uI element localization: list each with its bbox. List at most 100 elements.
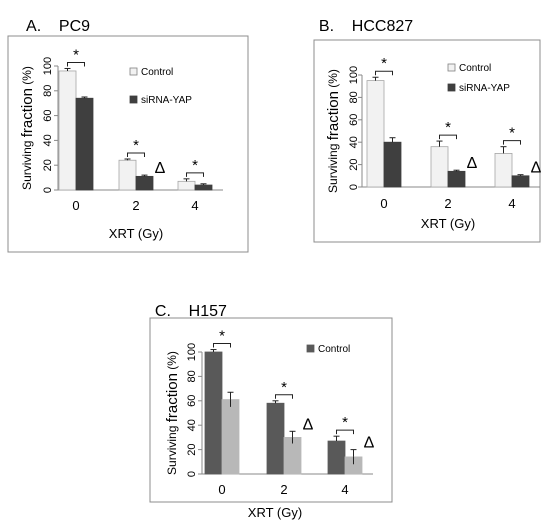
panel-b-bar bbox=[430, 146, 449, 188]
panel-a-y-tick-label: 60 bbox=[42, 109, 54, 121]
panel-a-y-label-part: fraction bbox=[19, 88, 36, 137]
panel-c-significance-star: * bbox=[342, 414, 348, 431]
panel-c-y-tick-label: 60 bbox=[186, 395, 198, 407]
panel-b-y-label-part: fraction bbox=[325, 91, 342, 140]
panel-b-significance-bracket bbox=[439, 134, 457, 140]
panel-c-significance-bracket bbox=[275, 394, 293, 399]
panel-a-y-tick-label: 40 bbox=[42, 134, 54, 146]
panel-c-y-tick-label: 0 bbox=[186, 471, 198, 477]
panel-a-significance-bracket bbox=[127, 152, 145, 157]
panel-c-bar bbox=[221, 399, 240, 475]
panel-b-delta-marker: Δ bbox=[467, 155, 478, 172]
panel-c-x-tick-label: 0 bbox=[218, 482, 225, 497]
panel-c-significance-bracket bbox=[336, 429, 354, 435]
panel-b-legend-label: Control bbox=[459, 63, 491, 74]
panel-c-legend-swatch bbox=[306, 344, 315, 353]
panel-a-x-label: XRT (Gy) bbox=[109, 226, 163, 241]
panel-c-name: H157 bbox=[188, 303, 227, 320]
panel-b-letter: B. bbox=[318, 18, 335, 35]
panel-c-letter: C. bbox=[154, 303, 171, 320]
panel-c-x-tick-label: 2 bbox=[280, 482, 287, 497]
panel-b-y-tick-label: 0 bbox=[348, 184, 360, 190]
panel-a-y-tick-label: 80 bbox=[42, 85, 54, 97]
panel-b-bar bbox=[494, 152, 513, 188]
panel-b-y-label-part: Surviving bbox=[326, 140, 340, 193]
panel-c-x-label: XRT (Gy) bbox=[248, 505, 302, 520]
panel-c-frame bbox=[149, 317, 393, 503]
panel-b-title: B. HCC827 bbox=[310, 0, 413, 36]
panel-a-frame bbox=[7, 35, 249, 253]
panel-a-letter: A. bbox=[26, 18, 42, 35]
panel-c-y-tick-label: 100 bbox=[186, 343, 198, 361]
panel-b-y-tick-label: 20 bbox=[348, 158, 360, 170]
panel-b-bar bbox=[366, 80, 385, 188]
panel-c-y-tick-label: 80 bbox=[186, 370, 198, 382]
panel-b-name: HCC827 bbox=[351, 18, 414, 35]
panel-c-y-label: Surviving fraction (%) bbox=[164, 351, 181, 475]
panel-c-significance-star: * bbox=[281, 379, 287, 396]
panel-b-legend-swatch bbox=[447, 63, 456, 72]
panel-b-delta-marker: Δ bbox=[531, 160, 542, 177]
panel-c-legend-label: Control bbox=[318, 344, 350, 355]
panel-b-significance-star: * bbox=[381, 55, 387, 72]
panel-c-delta-marker: Δ bbox=[364, 435, 375, 452]
panel-b-y-label-part: (%) bbox=[326, 69, 340, 91]
panel-b-y-label: Surviving fraction (%) bbox=[325, 69, 342, 193]
panel-a-x-tick-label: 2 bbox=[132, 198, 139, 213]
panel-a-legend-label: siRNA-YAP bbox=[141, 95, 192, 106]
panel-c-bar bbox=[204, 351, 223, 475]
panel-a-legend-swatch bbox=[129, 67, 138, 76]
panel-a-x-tick-label: 4 bbox=[191, 198, 198, 213]
panel-b-x-tick-label: 4 bbox=[508, 196, 515, 211]
panel-a-significance-bracket bbox=[186, 172, 204, 177]
panel-b-bar bbox=[511, 175, 530, 188]
panel-a-name: PC9 bbox=[58, 18, 91, 35]
panel-a-significance-bracket bbox=[67, 61, 85, 67]
panel-b-y-tick-label: 100 bbox=[348, 66, 360, 84]
panel-b-y-tick-label: 60 bbox=[348, 114, 360, 126]
panel-b-bar bbox=[447, 170, 466, 188]
panel-b-significance-bracket bbox=[375, 70, 393, 76]
panel-a-x-tick-label: 0 bbox=[72, 198, 79, 213]
panel-a-significance-star: * bbox=[73, 46, 79, 63]
panel-c-significance-star: * bbox=[219, 328, 225, 345]
panel-b-chart: 0 20 40 60 80 100 Surviving fraction (%) * 0 * Δ 2 *… bbox=[313, 39, 542, 243]
panel-c-delta-marker: Δ bbox=[303, 416, 314, 433]
panel-a-delta-marker: Δ bbox=[155, 160, 166, 177]
panel-a-bar bbox=[118, 159, 137, 191]
panel-c-y-label-part: (%) bbox=[165, 351, 179, 373]
panel-a-bar bbox=[135, 175, 154, 191]
panel-c-x-tick-label: 4 bbox=[341, 482, 348, 497]
panel-a-bar bbox=[75, 97, 94, 191]
panel-b-x-tick-label: 0 bbox=[380, 196, 387, 211]
panel-a-y-tick-label: 20 bbox=[42, 159, 54, 171]
panel-a-legend-label: Control bbox=[141, 67, 173, 78]
panel-c-significance-bracket bbox=[213, 343, 231, 348]
panel-c-y-tick-label: 40 bbox=[186, 419, 198, 431]
panel-c-y-label-part: Surviving bbox=[165, 422, 179, 475]
panel-a-legend-swatch bbox=[129, 95, 138, 104]
panel-c-y-label-part: fraction bbox=[164, 373, 181, 422]
panel-b-y-tick-label: 80 bbox=[348, 91, 360, 103]
panel-b-y-tick-label: 40 bbox=[348, 136, 360, 148]
panel-a-y-tick-label: 100 bbox=[42, 57, 54, 75]
panel-b-significance-star: * bbox=[509, 125, 515, 142]
panel-c-y-tick-label: 20 bbox=[186, 443, 198, 455]
panel-a-y-label-part: (%) bbox=[20, 66, 34, 88]
panel-a-y-label-part: Surviving bbox=[20, 137, 34, 190]
panel-a-y-label: Surviving fraction (%) bbox=[19, 66, 36, 190]
panel-a-bar bbox=[177, 180, 196, 191]
panel-c-chart: 0 20 40 60 80 100 Surviving fraction (%) * 0 * Δ 2 *… bbox=[149, 317, 393, 520]
panel-b-significance-bracket bbox=[503, 140, 521, 145]
panel-a-title: A. PC9 bbox=[18, 0, 90, 36]
panel-b-frame bbox=[313, 39, 541, 243]
panel-a-y-tick-label: 0 bbox=[42, 187, 54, 193]
panel-a-chart: 0 20 40 60 80 100 Surviving fraction (%) * 0 * Δ 2 *… bbox=[7, 35, 249, 253]
panel-b-x-tick-label: 2 bbox=[444, 196, 451, 211]
panel-c-bar bbox=[327, 440, 346, 475]
panel-a-significance-star: * bbox=[192, 157, 198, 174]
panel-b-legend-swatch bbox=[447, 83, 456, 92]
panel-a-significance-star: * bbox=[133, 137, 139, 154]
panel-c-bar bbox=[266, 402, 285, 475]
